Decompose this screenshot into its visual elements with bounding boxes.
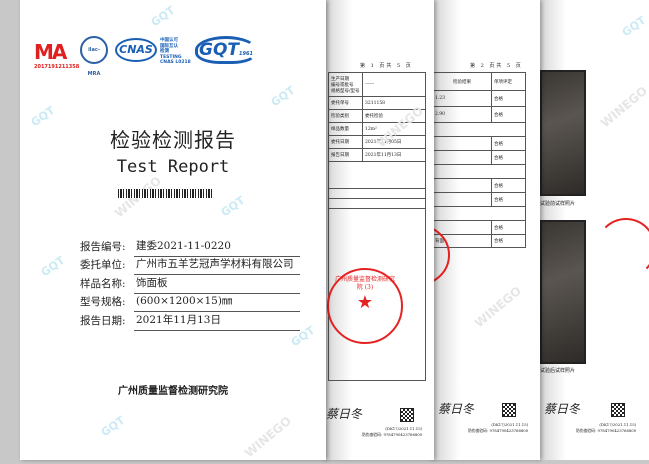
cnas-accreditation-text: 中国认可 国际互认 检测 TESTING CNAS L0218 [160, 38, 191, 65]
qr-code [502, 403, 516, 417]
page-number: 第 2 页共 5 页 [470, 63, 523, 69]
ilac-mra-logo: ilac-MRA [80, 36, 108, 77]
report-info: 报告编号: 建委2021-11-0220 委托单位: 广州市五羊艺冠声学材料有限公司… [80, 238, 300, 331]
cma-logo: MA 2017191211358 [34, 40, 80, 70]
report-footer: (DK17/2021.11.15) 防伪查验码: 9784790423766800 [576, 422, 637, 433]
report-footer: (DK17/2021.11.15) 防伪查验码: 9784790423766800 [468, 422, 529, 433]
report-footer: (DK17/2021.11.15) 防伪查验码: 9784790423766800 [362, 426, 423, 437]
results-table: 检验结果 单项评定 1.23 合格 2.90 合格 合格 合格 合格 合格 合格 背面… [432, 72, 526, 248]
sample-photo-after [540, 220, 586, 364]
official-stamp: 广州质量监督检测研究院 (3) ★ [327, 268, 403, 344]
qr-code [611, 403, 625, 417]
report-number-row: 报告编号: 建委2021-11-0220 [80, 238, 300, 257]
photo-caption: 试验后试样照片 [540, 368, 576, 374]
model-spec-row: 型号规格: (600×1200×15)㎜ [80, 294, 300, 312]
gqt-logo: GQT1961 [195, 36, 257, 64]
signature: 蔡日冬 [544, 402, 581, 416]
report-date-row: 报告日期: 2021年11月13日 [80, 312, 300, 331]
cnas-logo: CNAS [115, 38, 157, 62]
report-cover-page: GQT GQT GQT GQT GQT GQT GQT WINEGO WINEG… [20, 0, 326, 460]
signature: 蔡日冬 [438, 402, 475, 416]
report-page-2: 第 1 页共 5 页 生产日期 编号或批号 规格型号/型号 ------ 委托单号… [322, 0, 434, 460]
page-number: 第 1 页共 5 页 [360, 63, 413, 69]
report-title-cn: 检验检测报告 [110, 128, 236, 152]
official-stamp [596, 218, 649, 278]
report-title-en: Test Report [116, 157, 230, 177]
report-page-3: 第 2 页共 5 页 检验结果 单项评定 1.23 合格 2.90 合格 合格 合格 … [430, 0, 540, 460]
sample-photo-before [540, 70, 586, 196]
client-row: 委托单位: 广州市五羊艺冠声学材料有限公司 [80, 257, 300, 275]
barcode [118, 189, 214, 198]
signature: 蔡日冬 [326, 407, 363, 421]
qr-code [400, 408, 414, 422]
report-page-4: 试验前试样照片 试验后试样照片 蔡日冬 (DK17/2021.11.15) 防伪查… [536, 0, 649, 460]
photo-caption: 试验前试样照片 [540, 201, 576, 207]
sample-name-row: 样品名称: 饰面板 [80, 275, 300, 294]
institute-name: 广州质量监督检测研究院 [118, 386, 228, 397]
